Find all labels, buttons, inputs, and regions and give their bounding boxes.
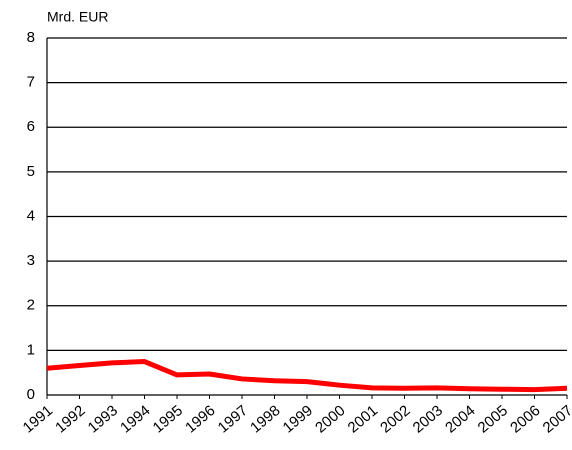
- x-tick-label: 1992: [52, 402, 88, 436]
- line: [46, 359, 568, 393]
- x-tick-label: 2001: [345, 402, 381, 436]
- x-tick-label: 1997: [215, 402, 251, 436]
- y-tick-label: 5: [27, 163, 35, 180]
- x-tick-label: 1998: [247, 402, 283, 436]
- x-tick-label: 1994: [117, 402, 153, 436]
- y-tick-label: 6: [27, 118, 35, 135]
- x-tick-label: 1996: [182, 402, 218, 436]
- x-tick-label: 1999: [280, 402, 316, 436]
- y-tick-label: 3: [27, 252, 35, 269]
- x-tick-label: 1995: [150, 402, 186, 436]
- x-tick-label: 1993: [85, 402, 121, 436]
- y-tick-label: 1: [27, 341, 35, 358]
- y-tick-label: 2: [27, 297, 35, 314]
- x-tick-label: 2007: [540, 402, 572, 436]
- x-tick-label: 2002: [377, 402, 413, 436]
- x-tick-label: 2000: [312, 402, 348, 436]
- y-unit-label: Mrd. EUR: [47, 9, 108, 25]
- y-tick-label: 0: [27, 386, 35, 403]
- x-tick-label: 2003: [410, 402, 446, 436]
- y-tick-label: 8: [27, 29, 35, 46]
- y-tick-label: 4: [27, 207, 35, 224]
- x-tick-label: 2004: [442, 402, 478, 436]
- x-tick-label: 2005: [475, 402, 511, 436]
- x-tick-label: 2006: [507, 402, 543, 436]
- y-tick-label: 7: [27, 74, 35, 91]
- x-tick-label: 1991: [20, 402, 56, 436]
